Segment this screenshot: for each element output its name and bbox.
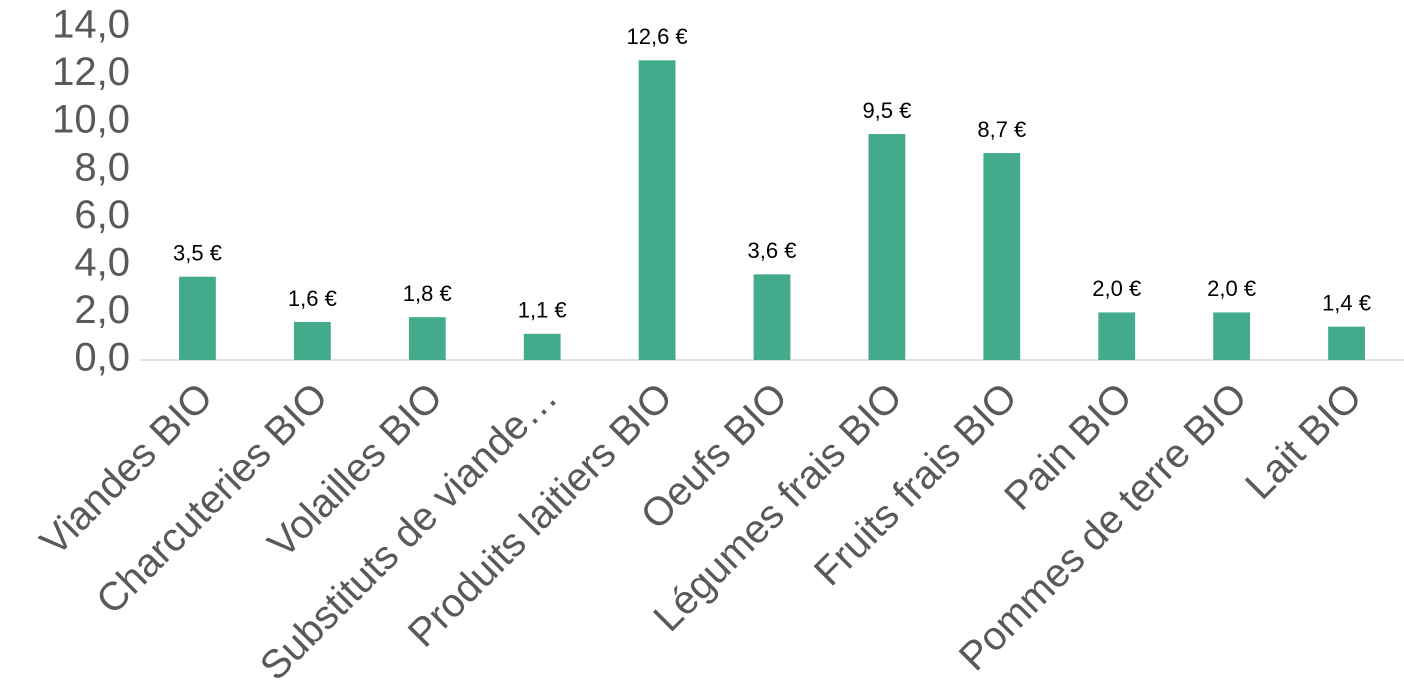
- y-tick-label: 14,0: [52, 3, 130, 47]
- data-label: 1,6 €: [288, 286, 337, 311]
- x-tick-label: Lait BIO: [1237, 375, 1370, 508]
- bar: [1213, 312, 1251, 360]
- y-tick-label: 6,0: [74, 193, 130, 237]
- y-tick-label: 8,0: [74, 145, 130, 189]
- x-tick-label: Fruits frais BIO: [806, 375, 1026, 595]
- y-tick-label: 4,0: [74, 240, 130, 284]
- data-label: 2,0 €: [1092, 276, 1141, 301]
- y-tick-label: 2,0: [74, 288, 130, 332]
- bar: [408, 317, 446, 360]
- data-label: 1,8 €: [403, 281, 452, 306]
- bar: [983, 153, 1021, 360]
- bar: [1098, 312, 1136, 360]
- data-label: 3,6 €: [748, 238, 797, 263]
- y-tick-label: 0,0: [74, 336, 130, 380]
- bar: [179, 276, 216, 360]
- bar: [753, 274, 791, 360]
- data-label: 1,1 €: [518, 298, 567, 323]
- y-tick-label: 10,0: [52, 98, 130, 142]
- bar: [293, 321, 331, 360]
- data-label: 12,6 €: [627, 24, 688, 49]
- bar: [868, 134, 906, 360]
- bar: [638, 60, 676, 361]
- y-tick-label: 12,0: [52, 50, 130, 94]
- data-label: 3,5 €: [173, 241, 222, 266]
- data-label: 8,7 €: [977, 117, 1026, 142]
- bar: [523, 333, 561, 360]
- data-label: 2,0 €: [1207, 276, 1256, 301]
- bar: [1328, 326, 1365, 360]
- data-label: 9,5 €: [862, 98, 911, 123]
- data-label: 1,4 €: [1322, 291, 1371, 316]
